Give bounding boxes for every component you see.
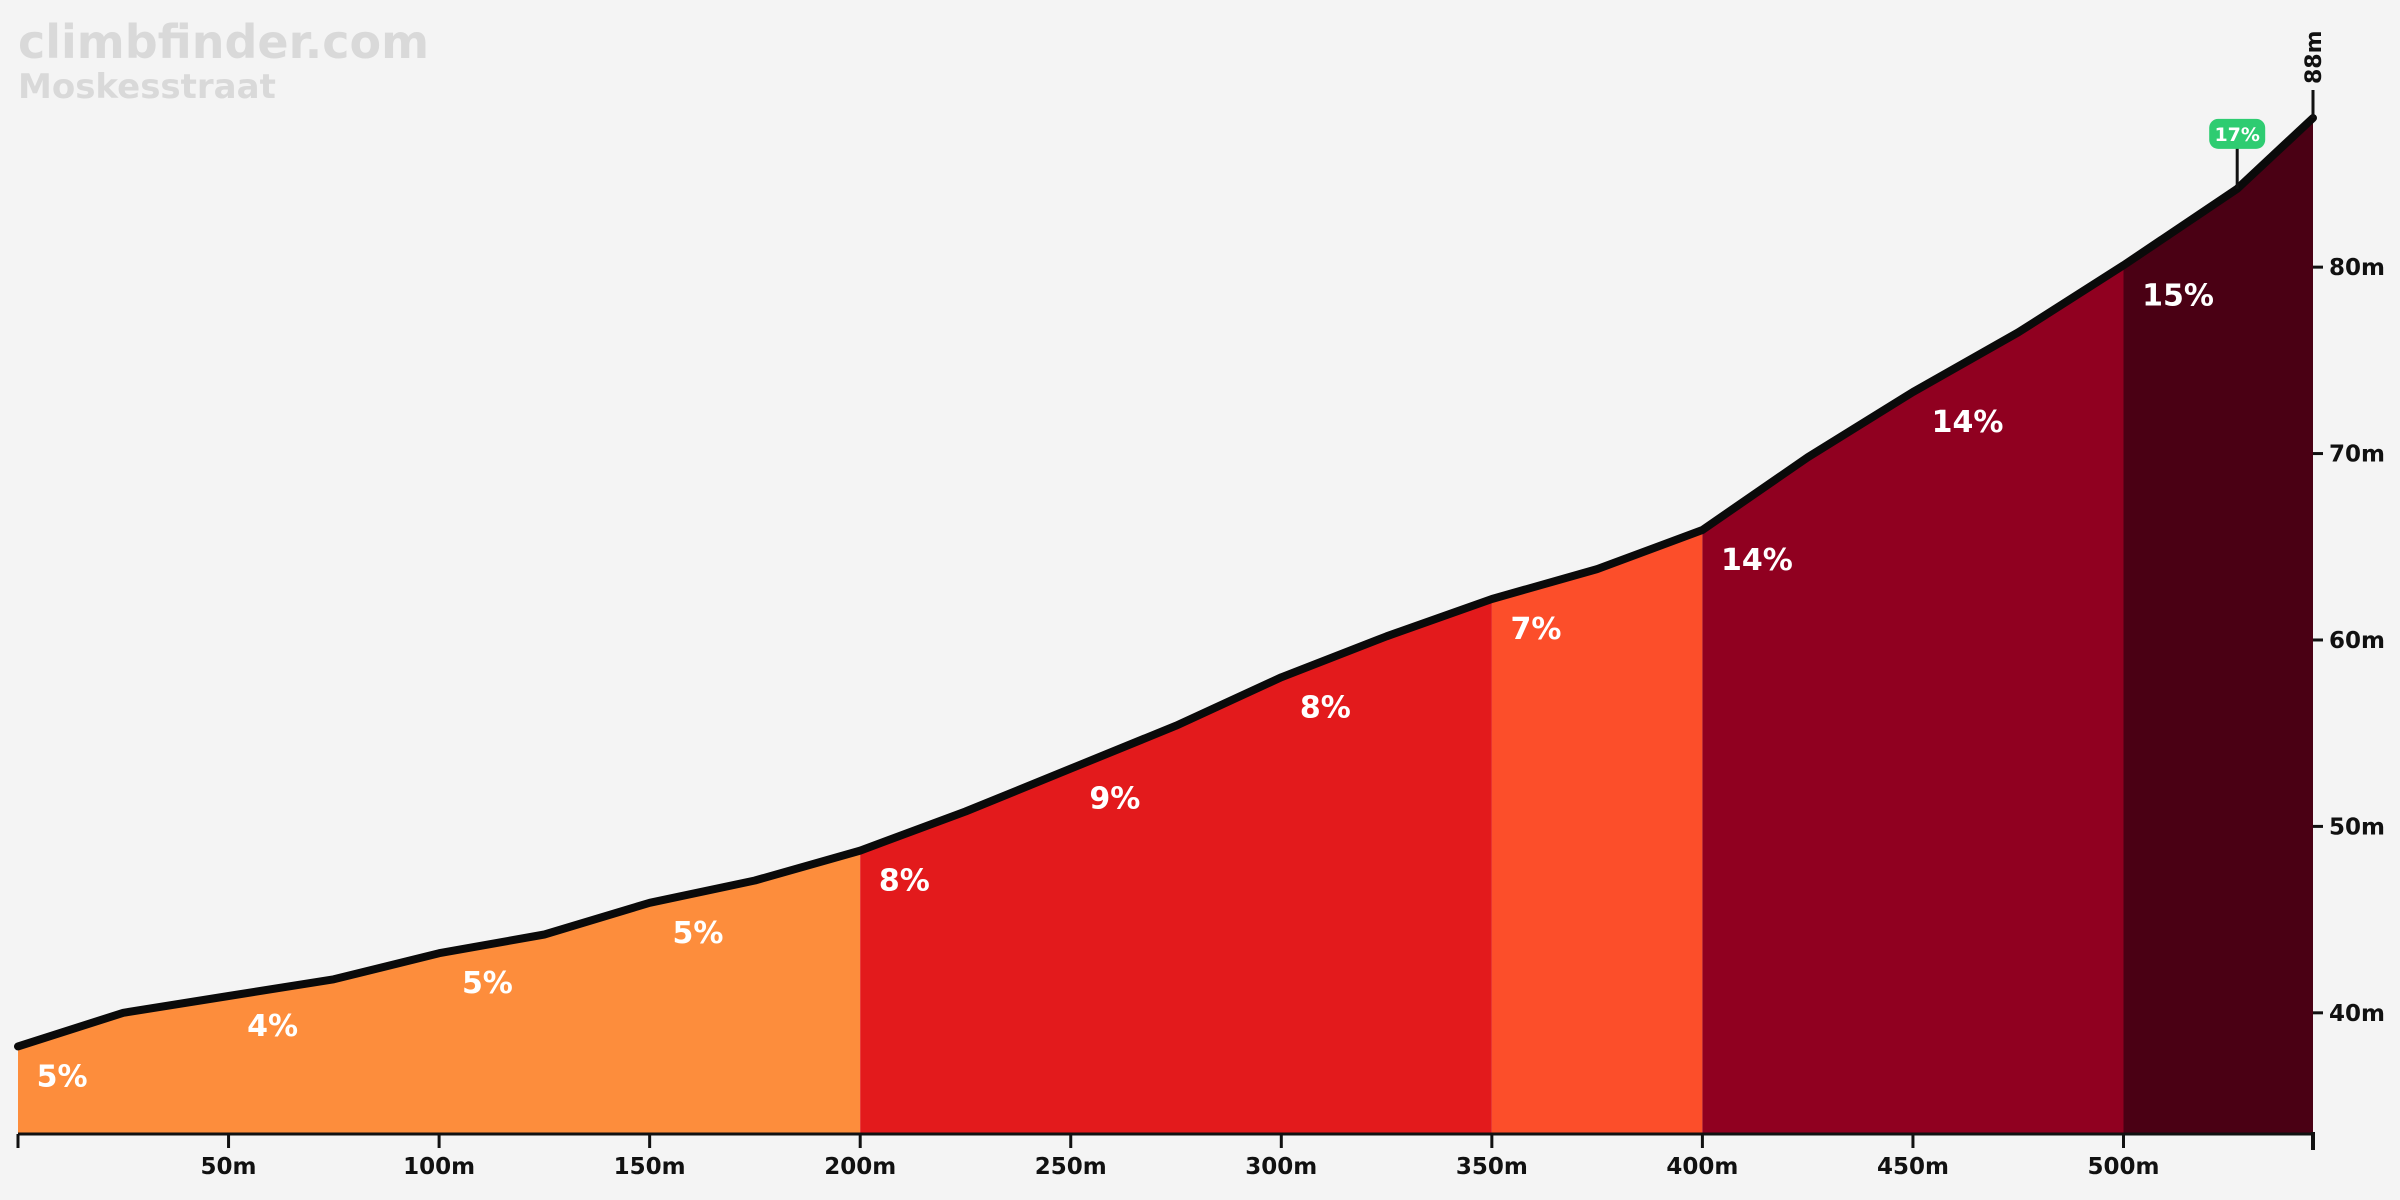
x-tick-label: 100m — [403, 1154, 475, 1180]
profile-outline-group — [14, 114, 2317, 1051]
x-tick-label: 350m — [1456, 1154, 1528, 1180]
profile-line — [14, 114, 2317, 1051]
grade-label: 5% — [462, 966, 513, 1001]
max-grade-badge-label: 17% — [2214, 124, 2259, 146]
x-tick-label: 150m — [614, 1154, 686, 1180]
grade-segment-1 — [18, 850, 861, 1134]
y-tick-label: 40m — [2329, 1001, 2385, 1027]
grade-label: 4% — [247, 1009, 298, 1044]
grade-labels: 5% 4% 5% 5% 8% 9% 8% 7% 14% 14% 15% — [37, 278, 2214, 1094]
grade-label: 5% — [37, 1059, 88, 1094]
y-tick-label: 80m — [2329, 255, 2385, 281]
x-tick-label: 300m — [1245, 1154, 1317, 1180]
site-title: climbfinder.com — [18, 15, 429, 69]
grade-label: 9% — [1089, 782, 1140, 817]
x-tick-label: 200m — [824, 1154, 896, 1180]
grade-label: 15% — [2142, 278, 2214, 313]
x-tick-label: 450m — [1877, 1154, 1949, 1180]
grade-label: 14% — [1721, 543, 1793, 578]
grade-label: 8% — [879, 864, 930, 899]
grade-segments — [18, 118, 2313, 1134]
grade-segment-3 — [1491, 530, 1703, 1134]
climb-name: Moskesstraat — [18, 67, 276, 107]
summit-label: 88m — [2302, 30, 2327, 84]
grade-segment-2 — [860, 599, 1492, 1134]
x-tick-label: 250m — [1035, 1154, 1107, 1180]
grade-segment-4 — [1702, 265, 2124, 1134]
grade-label: 14% — [1932, 405, 2004, 440]
max-grade-badge — [2209, 118, 2266, 149]
x-tick-label: 50m — [201, 1154, 257, 1180]
y-tick-label: 70m — [2329, 442, 2385, 468]
grade-segment-5 — [2123, 118, 2313, 1134]
grade-label: 8% — [1300, 690, 1351, 725]
grade-label: 5% — [672, 916, 723, 951]
max-grade-badge-group: 17% — [2209, 118, 2266, 189]
x-tick-label: 400m — [1666, 1154, 1738, 1180]
y-tick-label: 60m — [2329, 628, 2385, 654]
chart-header: climbfinder.com Moskesstraat — [18, 15, 429, 107]
x-tick-label: 500m — [2088, 1154, 2160, 1180]
y-tick-label: 50m — [2329, 814, 2385, 840]
axes: 50m 100m 150m 200m 250m 300m 350m 400m 450m 500m 4… — [16, 30, 2385, 1180]
grade-label: 7% — [1510, 612, 1561, 647]
